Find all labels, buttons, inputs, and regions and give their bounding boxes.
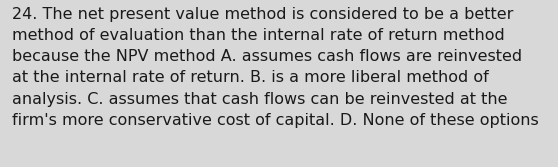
Text: 24. The net present value method is considered to be a better
method of evaluati: 24. The net present value method is cons…: [12, 7, 539, 128]
